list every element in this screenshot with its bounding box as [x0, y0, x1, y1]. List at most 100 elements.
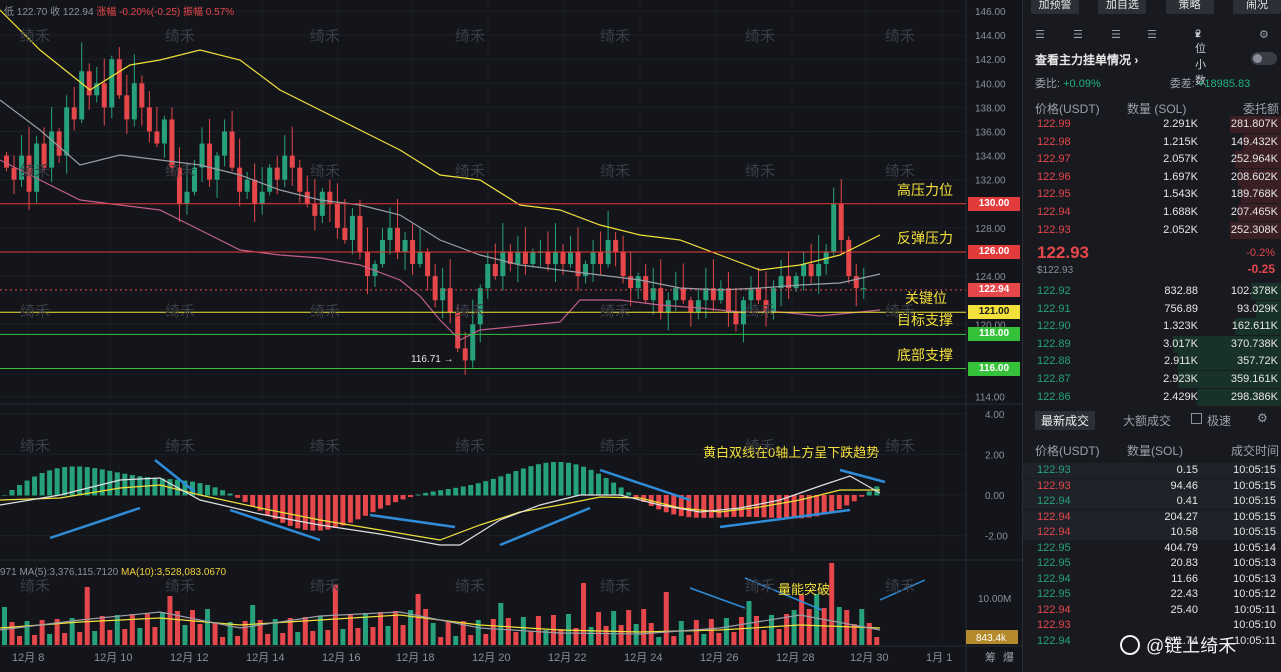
ask-row[interactable]: 122.96 1.697K 208.602K: [1023, 168, 1281, 186]
layout-bids-icon[interactable]: ☰: [1073, 29, 1083, 41]
ask-row[interactable]: 122.93 2.052K 252.308K: [1023, 221, 1281, 239]
kline-chart[interactable]: 146.00 144.00 142.00 140.00 138.00 136.00 134.…: [0, 0, 1022, 672]
bid-row[interactable]: 122.91 756.89 93.029K: [1023, 300, 1281, 318]
macd-bar: [332, 495, 338, 528]
current-price-label: 122.94: [968, 282, 1020, 297]
settings-icon-2[interactable]: ⚙: [1257, 411, 1268, 425]
volume-bar: [114, 615, 120, 645]
date-tick: 12月 18: [396, 652, 435, 664]
macd-bar: [505, 473, 511, 496]
ask-row[interactable]: 122.95 1.543K 189.768K: [1023, 186, 1281, 204]
candle-body: [793, 276, 799, 289]
level-price-label: 130.00: [968, 196, 1020, 211]
bid-total: 298.386K: [1230, 390, 1278, 403]
volume-bar: [716, 633, 722, 645]
news-button[interactable]: 闹况: [1232, 0, 1281, 14]
candle-body: [176, 167, 182, 204]
candle-body: [161, 119, 167, 144]
macd-bar: [325, 495, 331, 530]
ask-price: 122.94: [1037, 206, 1071, 218]
volume-bar: [9, 622, 15, 645]
bid-row[interactable]: 122.88 2.911K 357.72K: [1023, 353, 1281, 371]
volume-bar: [355, 628, 361, 645]
axis-corner-label: 爆: [1003, 650, 1014, 664]
ask-row[interactable]: 122.94 1.688K 207.465K: [1023, 204, 1281, 221]
upper-band: [0, 9, 881, 271]
candle-body: [357, 215, 363, 252]
macd-bar: [618, 487, 624, 496]
volume-bar: [468, 635, 474, 645]
trade-price: 122.95: [1037, 588, 1071, 600]
bid-row[interactable]: 122.89 3.017K 370.738K: [1023, 335, 1281, 353]
candle-body: [786, 276, 792, 289]
diff-value: +18985.83: [1197, 78, 1251, 90]
candle-body: [725, 288, 731, 313]
candle-body: [462, 348, 468, 361]
ask-row[interactable]: 122.99 2.291K 281.807K: [1023, 116, 1281, 133]
layout-both-icon[interactable]: ☰: [1035, 29, 1045, 41]
layout-list-icon[interactable]: ☰: [1111, 29, 1121, 41]
candle-body: [124, 95, 130, 120]
macd-tick: 4.00: [985, 410, 1005, 421]
watchlist-button[interactable]: 加自选: [1098, 0, 1147, 14]
bid-row[interactable]: 122.87 2.923K 359.161K: [1023, 371, 1281, 388]
bid-row[interactable]: 122.92 832.88 102.378K: [1023, 283, 1281, 300]
candle-body: [515, 252, 521, 265]
macd-bar: [152, 477, 158, 496]
volume-bar: [212, 623, 218, 645]
fast-checkbox[interactable]: [1191, 413, 1202, 424]
chart-canvas[interactable]: 146.00 144.00 142.00 140.00 138.00 136.00 134.…: [0, 0, 1022, 672]
bid-row[interactable]: 122.86 2.429K 298.386K: [1023, 388, 1281, 406]
trade-time: 10:05:11: [1233, 634, 1276, 647]
main-orders-toggle[interactable]: [1251, 52, 1277, 65]
volume-bar: [400, 625, 406, 645]
decimals-select[interactable]: 2位小数 ▾: [1195, 28, 1206, 87]
volume-bar: [340, 629, 346, 645]
ask-total: 189.768K: [1230, 188, 1278, 201]
author-logo: @链上绮禾: [1120, 632, 1236, 658]
candle-body: [778, 276, 784, 289]
tab-latest-trades[interactable]: 最新成交: [1035, 411, 1096, 430]
candle-body: [650, 288, 656, 301]
volume-bar: [851, 624, 857, 645]
candle-body: [199, 143, 205, 168]
ask-total: 281.807K: [1230, 118, 1278, 130]
macd-bar: [212, 487, 218, 496]
orderbook-panel: 加预警 加自选 策略 闹况 ☰ ☰ ☰ ☰ 2位小数 ▾ ⚙ 查看主力挂单情况 …: [1022, 0, 1281, 672]
macd-bar: [32, 476, 38, 496]
settings-icon[interactable]: ⚙: [1259, 29, 1269, 41]
depth-bar: [1230, 221, 1281, 239]
candle-body: [763, 300, 769, 313]
macd-bar: [573, 464, 579, 496]
ask-row[interactable]: 122.98 1.215K 149.432K: [1023, 133, 1281, 151]
trades-header-time: 成交时间: [1230, 444, 1279, 458]
trend-arrow: [49, 506, 141, 540]
ask-row[interactable]: 122.97 2.057K 252.964K: [1023, 151, 1281, 169]
alert-button[interactable]: 加预警: [1031, 0, 1079, 14]
volume-bar: [62, 633, 68, 645]
main-orders-link[interactable]: 查看主力挂单情况 ›: [1035, 51, 1138, 68]
volume-bar: [498, 603, 504, 645]
tab-large-trades[interactable]: 大额成交: [1123, 414, 1172, 428]
macd-bar: [92, 468, 98, 496]
trend-arrow: [599, 468, 691, 502]
fast-label: 极速: [1207, 414, 1232, 428]
strategy-button[interactable]: 策略: [1165, 0, 1214, 14]
trade-row: 122.94 0.41 10:05:15: [1023, 494, 1281, 509]
close-value: 收 122.94: [50, 7, 94, 18]
ask-price: 122.96: [1037, 170, 1071, 183]
date-tick: 12月 30: [850, 652, 889, 664]
volume-bar: [738, 617, 744, 645]
macd-bar: [62, 467, 68, 496]
volume-bar: [731, 632, 737, 645]
level-price-label: 121.00: [968, 305, 1020, 320]
bid-row[interactable]: 122.90 1.323K 162.611K: [1023, 318, 1281, 336]
candle-body: [507, 252, 513, 265]
date-tick: 12月 22: [548, 652, 587, 664]
volume-bar: [235, 636, 241, 645]
macd-bar: [633, 495, 639, 498]
price-tick: 128.00: [975, 224, 1006, 235]
layout-asks-icon[interactable]: ☰: [1147, 29, 1157, 41]
macd-bar: [340, 495, 346, 526]
candle-body: [522, 252, 528, 265]
